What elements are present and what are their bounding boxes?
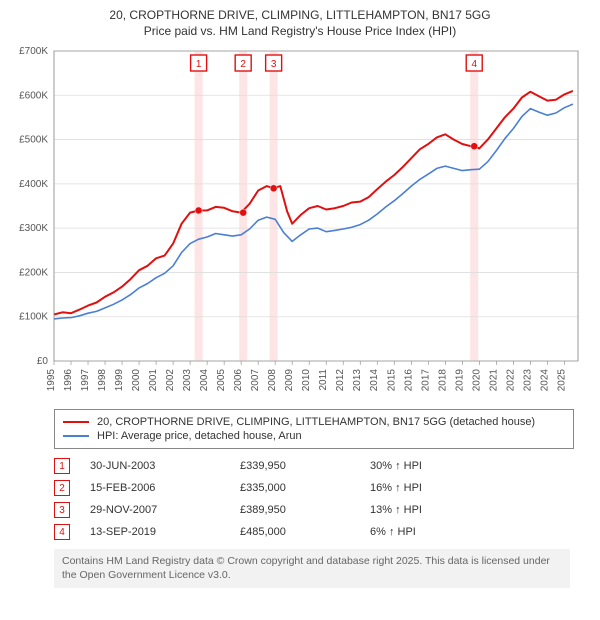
sale-date: 30-JUN-2003 bbox=[90, 460, 240, 472]
svg-text:2: 2 bbox=[240, 59, 246, 70]
legend-item: HPI: Average price, detached house, Arun bbox=[63, 430, 565, 442]
svg-text:2012: 2012 bbox=[335, 369, 346, 392]
sale-row: 1 30-JUN-2003£339,95030% ↑ HPI bbox=[54, 455, 574, 477]
chart-title: 20, CROPTHORNE DRIVE, CLIMPING, LITTLEHA… bbox=[10, 8, 590, 39]
sale-delta: 6% ↑ HPI bbox=[370, 526, 530, 538]
svg-text:2007: 2007 bbox=[250, 369, 261, 392]
legend-swatch bbox=[63, 421, 89, 423]
svg-text:£400K: £400K bbox=[19, 179, 48, 190]
svg-text:2001: 2001 bbox=[148, 369, 159, 392]
svg-text:1998: 1998 bbox=[97, 369, 108, 392]
svg-text:£600K: £600K bbox=[19, 90, 48, 101]
svg-text:1995: 1995 bbox=[46, 369, 57, 392]
svg-text:2023: 2023 bbox=[522, 369, 533, 392]
sale-delta: 13% ↑ HPI bbox=[370, 504, 530, 516]
line-chart: £0 £100K £200K £300K £400K £500K £600K £700K 199… bbox=[10, 43, 590, 403]
svg-text:2009: 2009 bbox=[284, 369, 295, 392]
legend-item: 20, CROPTHORNE DRIVE, CLIMPING, LITTLEHA… bbox=[63, 416, 565, 428]
svg-text:2008: 2008 bbox=[267, 369, 278, 392]
svg-text:2014: 2014 bbox=[369, 369, 380, 392]
svg-text:4: 4 bbox=[471, 59, 477, 70]
svg-text:2006: 2006 bbox=[233, 369, 244, 392]
svg-text:2011: 2011 bbox=[318, 369, 329, 391]
svg-text:2002: 2002 bbox=[165, 369, 176, 392]
svg-text:£200K: £200K bbox=[19, 268, 48, 279]
sale-badge: 1 bbox=[54, 458, 70, 474]
sale-badge: 4 bbox=[54, 524, 70, 540]
svg-text:£500K: £500K bbox=[19, 135, 48, 146]
sale-delta: 16% ↑ HPI bbox=[370, 482, 530, 494]
svg-text:1997: 1997 bbox=[80, 369, 91, 392]
svg-text:3: 3 bbox=[271, 59, 277, 70]
svg-text:2000: 2000 bbox=[131, 369, 142, 392]
sale-price: £389,950 bbox=[240, 504, 370, 516]
svg-text:£300K: £300K bbox=[19, 223, 48, 234]
title-line1: 20, CROPTHORNE DRIVE, CLIMPING, LITTLEHA… bbox=[10, 8, 590, 24]
sale-marker-badge: 1 bbox=[191, 55, 207, 71]
svg-text:1996: 1996 bbox=[63, 369, 74, 392]
svg-text:2015: 2015 bbox=[386, 369, 397, 392]
svg-text:2019: 2019 bbox=[454, 369, 465, 392]
sale-date: 13-SEP-2019 bbox=[90, 526, 240, 538]
sale-marker-badge: 3 bbox=[266, 55, 282, 71]
chart-area: £0 £100K £200K £300K £400K £500K £600K £700K 199… bbox=[10, 43, 590, 403]
svg-text:2024: 2024 bbox=[539, 369, 550, 392]
svg-text:1: 1 bbox=[196, 59, 202, 70]
svg-text:1999: 1999 bbox=[114, 369, 125, 392]
svg-text:2020: 2020 bbox=[471, 369, 482, 392]
sale-badge: 2 bbox=[54, 480, 70, 496]
svg-text:2018: 2018 bbox=[437, 369, 448, 392]
sale-badge: 3 bbox=[54, 502, 70, 518]
sale-date: 15-FEB-2006 bbox=[90, 482, 240, 494]
svg-text:2003: 2003 bbox=[182, 369, 193, 392]
svg-text:2010: 2010 bbox=[301, 369, 312, 392]
svg-text:2004: 2004 bbox=[199, 369, 210, 392]
svg-text:2017: 2017 bbox=[420, 369, 431, 392]
sale-date: 29-NOV-2007 bbox=[90, 504, 240, 516]
svg-text:2021: 2021 bbox=[488, 369, 499, 392]
sale-row: 3 29-NOV-2007£389,95013% ↑ HPI bbox=[54, 499, 574, 521]
svg-text:£0: £0 bbox=[37, 356, 49, 367]
svg-text:2022: 2022 bbox=[505, 369, 516, 392]
svg-text:2016: 2016 bbox=[403, 369, 414, 392]
sale-price: £339,950 bbox=[240, 460, 370, 472]
sale-row: 2 15-FEB-2006£335,00016% ↑ HPI bbox=[54, 477, 574, 499]
legend: 20, CROPTHORNE DRIVE, CLIMPING, LITTLEHA… bbox=[54, 409, 574, 449]
title-line2: Price paid vs. HM Land Registry's House … bbox=[10, 24, 590, 40]
svg-text:2005: 2005 bbox=[216, 369, 227, 392]
svg-text:2013: 2013 bbox=[352, 369, 363, 392]
legend-label: HPI: Average price, detached house, Arun bbox=[97, 430, 302, 442]
svg-text:£700K: £700K bbox=[19, 46, 48, 57]
legend-label: 20, CROPTHORNE DRIVE, CLIMPING, LITTLEHA… bbox=[97, 416, 535, 428]
sale-price: £485,000 bbox=[240, 526, 370, 538]
sale-price: £335,000 bbox=[240, 482, 370, 494]
sales-table: 1 30-JUN-2003£339,95030% ↑ HPI 2 15-FEB-200… bbox=[54, 455, 574, 543]
svg-text:2025: 2025 bbox=[556, 369, 567, 392]
footnote: Contains HM Land Registry data © Crown c… bbox=[54, 549, 570, 588]
sale-marker-badge: 2 bbox=[235, 55, 251, 71]
legend-swatch bbox=[63, 435, 89, 437]
sale-marker-badge: 4 bbox=[466, 55, 482, 71]
sale-delta: 30% ↑ HPI bbox=[370, 460, 530, 472]
sale-row: 4 13-SEP-2019£485,0006% ↑ HPI bbox=[54, 521, 574, 543]
svg-text:£100K: £100K bbox=[19, 312, 48, 323]
